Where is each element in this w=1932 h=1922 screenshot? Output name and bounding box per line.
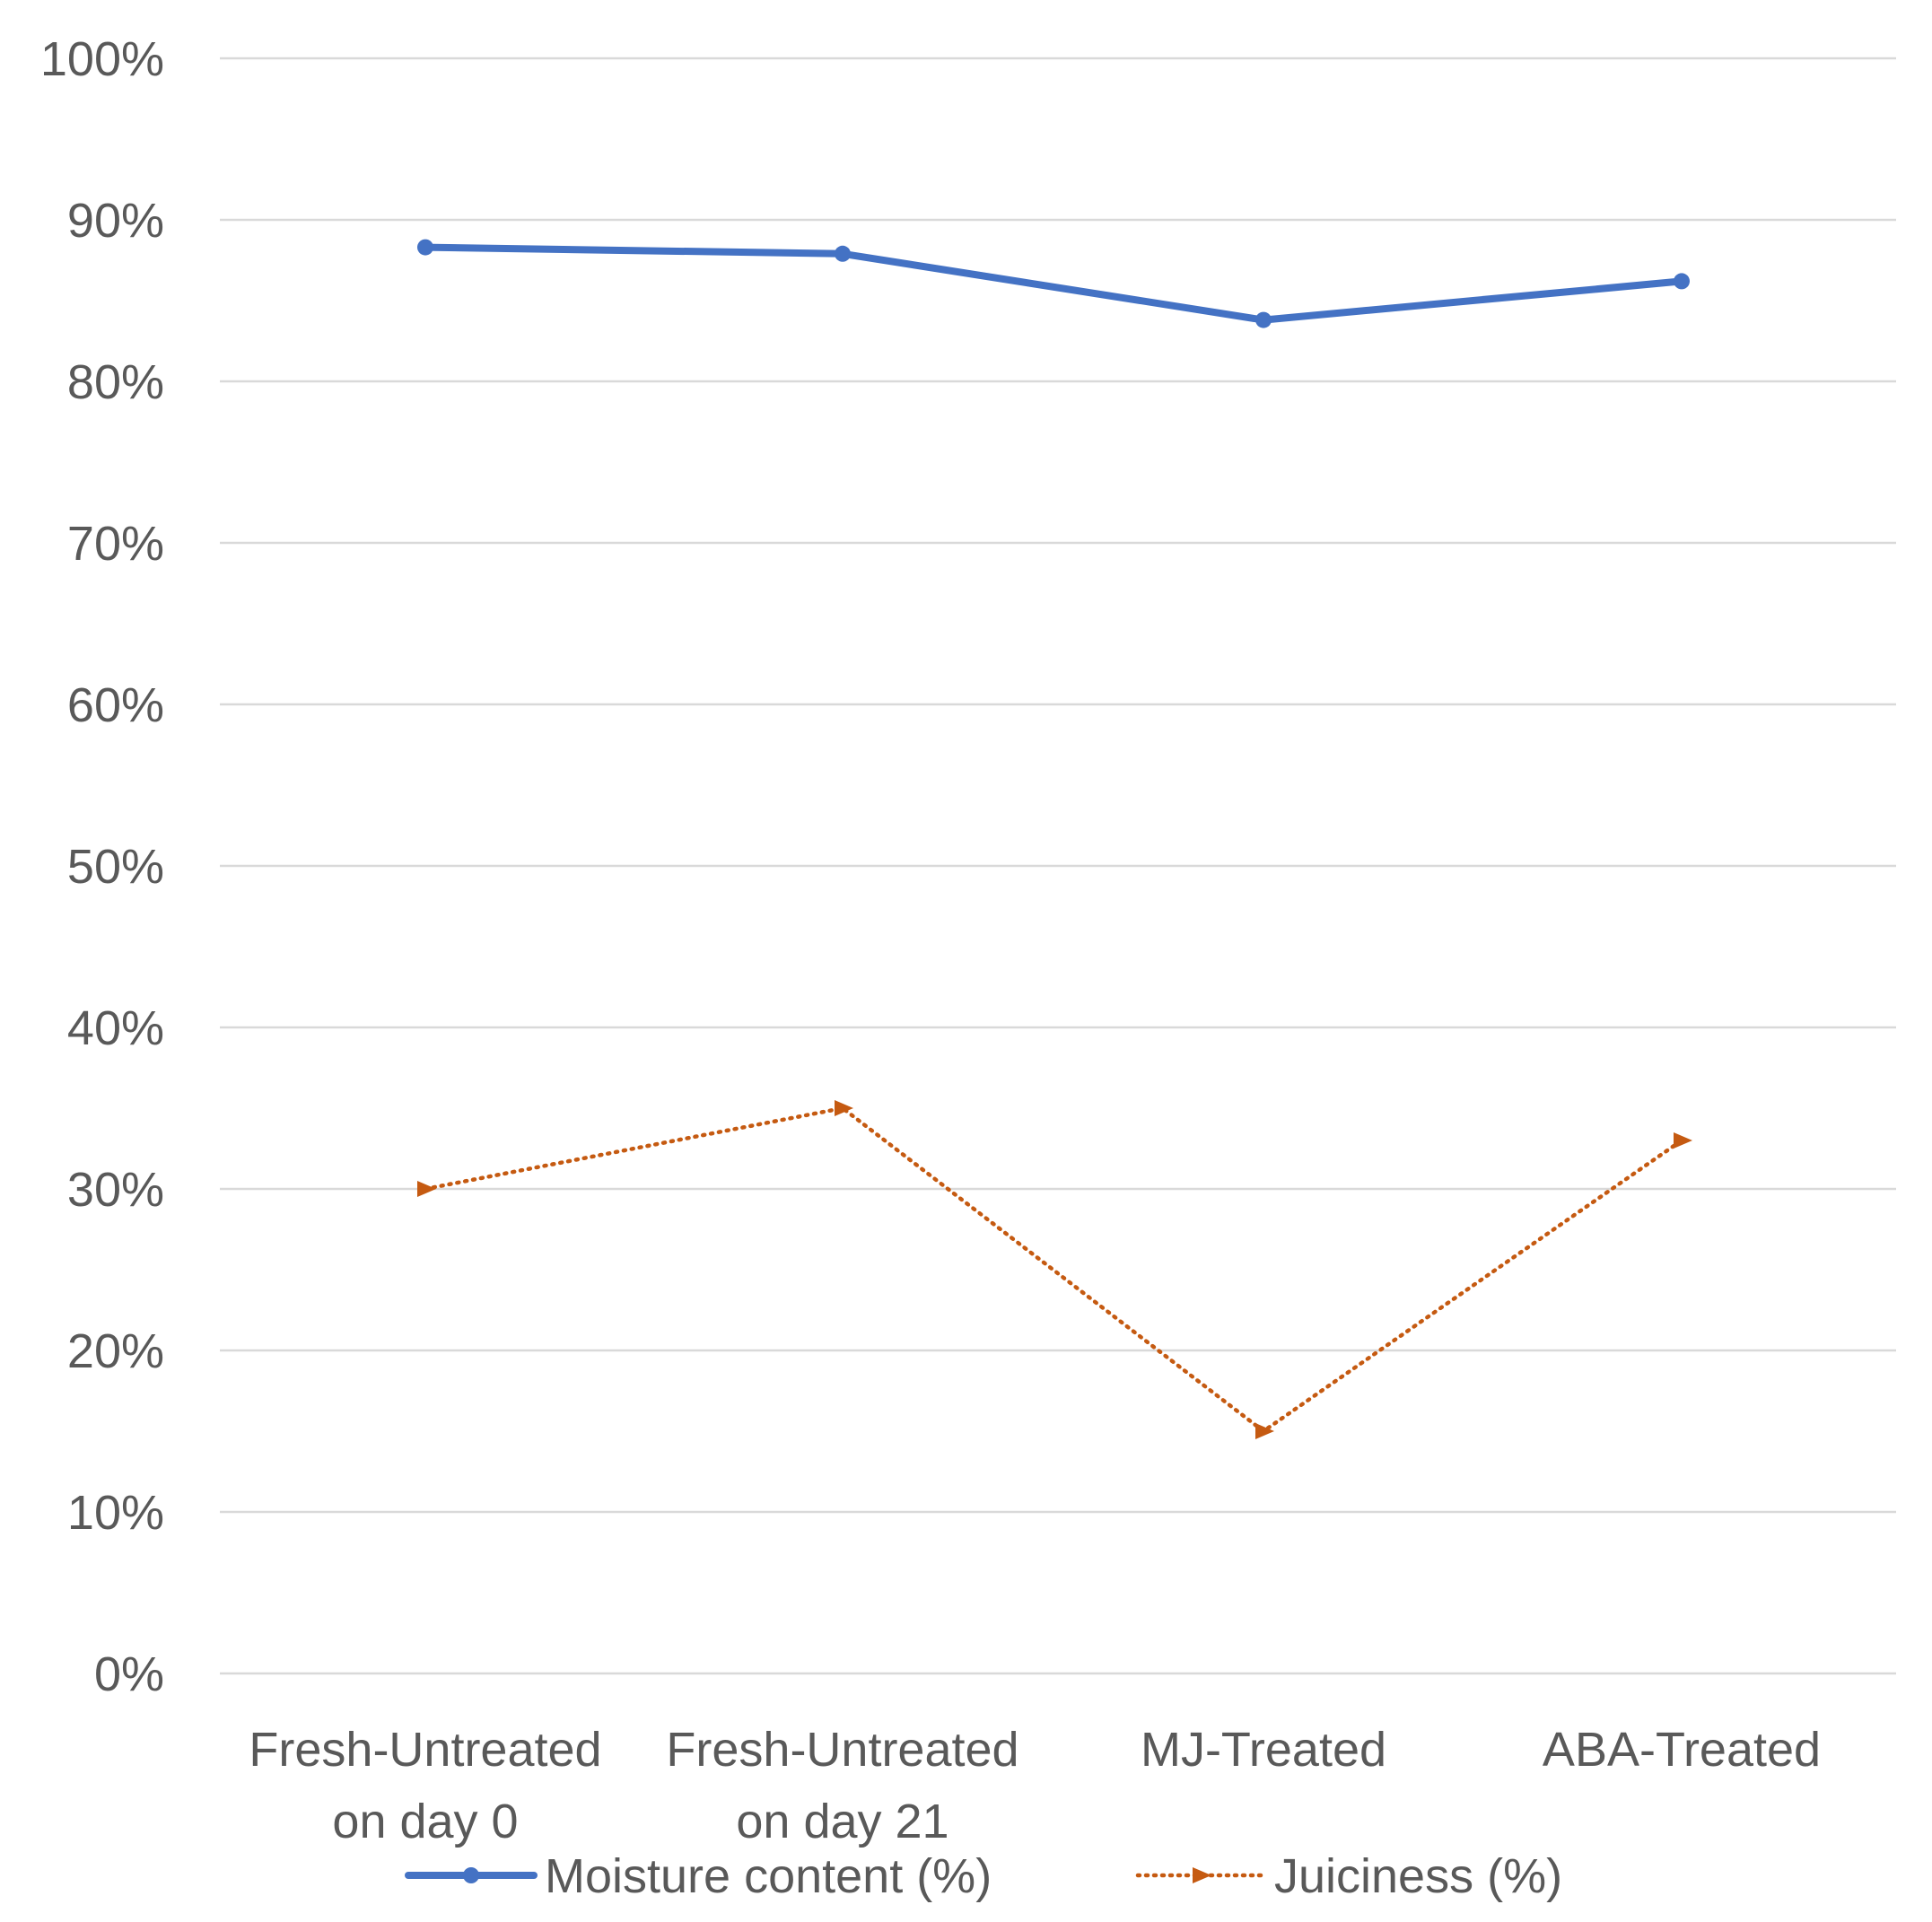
y-tick-label: 30% [67,1163,164,1217]
series-juiciness [417,1100,1692,1439]
legend-item: Juiciness (%) [1135,1849,1562,1903]
data-point-3 [1674,273,1690,290]
y-tick-label: 50% [67,840,164,894]
data-point-0 [417,1181,436,1197]
y-tick-label: 60% [67,678,164,732]
y-axis-tick-labels: 0% 10% 20% 30% 40% 50% 60% 70% 80% 90% 100% [40,32,164,1701]
x-category-label: MJ-Treated [1141,1723,1386,1777]
y-tick-label: 40% [67,1001,164,1055]
y-tick-label: 70% [67,517,164,571]
legend-label: Moisture content (%) [545,1849,992,1903]
data-point-legend [1193,1867,1211,1883]
series-layer [417,239,1692,1439]
y-tick-label: 10% [67,1486,164,1540]
x-axis-category-labels: Fresh-Untreated on day 0 Fresh-Untreated on… [249,1723,1821,1848]
y-tick-label: 20% [67,1324,164,1378]
x-category-label: Fresh-Untreated on day 0 [249,1723,601,1848]
legend-item: Moisture content (%) [405,1849,992,1903]
y-tick-label: 100% [40,32,164,86]
series-moisture-content [417,239,1690,328]
x-category-label: ABA-Treated [1543,1723,1821,1777]
data-point-2 [1255,1423,1274,1439]
data-point-2 [1255,311,1272,328]
y-tick-label: 80% [67,355,164,409]
data-point-1 [835,1100,853,1116]
y-tick-label: 0% [94,1647,164,1701]
x-category-label: Fresh-Untreated on day 21 [666,1723,1018,1848]
legend: Moisture content (%) Juiciness (%) [405,1849,1562,1903]
y-tick-label: 90% [67,194,164,248]
data-point-3 [1674,1132,1692,1149]
series-line [423,1105,1684,1434]
legend-label: Juiciness (%) [1274,1849,1562,1903]
data-point-0 [417,239,433,256]
data-point-legend [463,1867,479,1883]
series-line [422,243,1685,324]
gridlines [220,57,1896,1675]
data-point-1 [835,245,851,262]
